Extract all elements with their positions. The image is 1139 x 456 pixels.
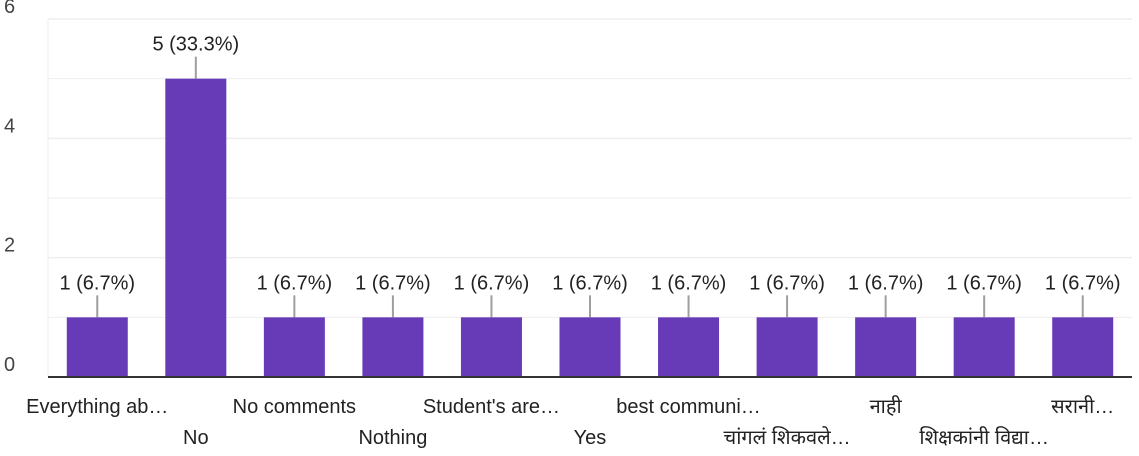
bar xyxy=(362,317,424,377)
data-label: 1 (6.7%) xyxy=(651,272,727,294)
y-tick-label: 6 xyxy=(4,0,15,18)
bar xyxy=(1052,317,1114,377)
x-tick-label: No xyxy=(183,427,209,449)
bar xyxy=(953,317,1015,377)
data-label: 1 (6.7%) xyxy=(355,272,431,294)
x-tick-label: best communi… xyxy=(616,396,761,418)
bar xyxy=(165,78,227,378)
x-tick-label: Everything ab… xyxy=(26,396,168,418)
data-label: 1 (6.7%) xyxy=(59,272,135,294)
x-tick-label: शिक्षकांनी विद्या… xyxy=(919,426,1049,449)
data-label: 1 (6.7%) xyxy=(946,272,1022,294)
x-tick-label: Nothing xyxy=(358,427,427,449)
x-tick-label: Student's are… xyxy=(423,396,560,418)
data-label: 1 (6.7%) xyxy=(454,272,530,294)
x-tick-label: Yes xyxy=(574,427,607,449)
data-label: 1 (6.7%) xyxy=(749,272,825,294)
x-tick-label: No comments xyxy=(233,396,356,418)
data-label: 1 (6.7%) xyxy=(1045,272,1121,294)
data-label: 1 (6.7%) xyxy=(257,272,333,294)
bar xyxy=(658,317,720,377)
bar xyxy=(66,317,128,377)
bar xyxy=(559,317,621,377)
y-tick-label: 4 xyxy=(4,115,15,137)
x-tick-label: सरानी… xyxy=(1051,395,1114,418)
data-label: 5 (33.3%) xyxy=(152,34,239,56)
x-tick-label: नाही xyxy=(870,395,903,418)
bar xyxy=(460,317,522,377)
data-label: 1 (6.7%) xyxy=(848,272,924,294)
y-tick-label: 0 xyxy=(4,354,15,376)
x-tick-label: चांगलं शिकवले… xyxy=(724,426,851,449)
bar xyxy=(855,317,917,377)
data-label: 1 (6.7%) xyxy=(552,272,628,294)
y-tick-label: 2 xyxy=(4,235,15,257)
bar xyxy=(756,317,818,377)
bar xyxy=(263,317,325,377)
